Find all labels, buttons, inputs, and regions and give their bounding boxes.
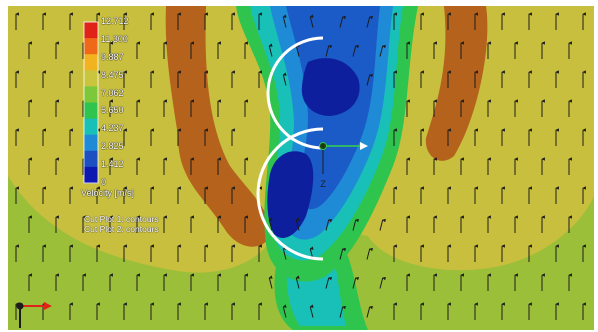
legend-color-swatch bbox=[84, 166, 98, 184]
velocity-arrow-icon bbox=[268, 275, 273, 289]
velocity-arrow-icon bbox=[366, 247, 373, 260]
velocity-arrow-icon bbox=[366, 73, 373, 86]
velocity-arrow-icon bbox=[379, 44, 386, 57]
velocity-contour-plot[interactable]: Z bbox=[8, 6, 594, 330]
upper-dark-core bbox=[301, 58, 360, 116]
cut-plot-1-label: Cut Plot 1: contours bbox=[84, 214, 159, 224]
z-axis-label: Z bbox=[320, 179, 326, 189]
velocity-arrow-icon bbox=[325, 276, 332, 289]
legend-value-label: 9.887 bbox=[101, 51, 124, 62]
velocity-arrow-icon bbox=[325, 44, 332, 57]
velocity-arrow-icon bbox=[295, 43, 300, 57]
velocity-arrow-icon bbox=[295, 217, 300, 231]
rotor-blade-icon[interactable] bbox=[266, 36, 324, 150]
velocity-arrow-icon bbox=[339, 305, 346, 318]
origin-marker-icon bbox=[319, 142, 327, 150]
velocity-arrow-icon bbox=[309, 14, 314, 28]
legend-color-swatch bbox=[84, 102, 98, 120]
velocity-arrow-icon bbox=[268, 43, 273, 57]
velocity-arrow-icon bbox=[309, 304, 314, 318]
velocity-arrow-icon bbox=[295, 275, 300, 289]
cut-plot-2-label: Cut Plot 2: contours bbox=[84, 224, 159, 234]
legend-value-label: 1.412 bbox=[101, 159, 124, 170]
legend-color-swatch bbox=[84, 22, 98, 39]
legend-value-label: 4.237 bbox=[101, 123, 124, 134]
velocity-arrow-icon bbox=[282, 246, 287, 260]
legend-value-label: 11.300 bbox=[101, 33, 128, 44]
legend-value-label: 7.062 bbox=[101, 87, 124, 98]
velocity-arrow-icon bbox=[379, 276, 386, 289]
velocity-arrow-icon bbox=[352, 44, 359, 57]
legend-color-swatch bbox=[84, 70, 98, 87]
velocity-arrow-icon bbox=[325, 218, 332, 231]
velocity-arrow-icon bbox=[282, 304, 287, 318]
velocity-vector-field bbox=[15, 12, 586, 320]
velocity-arrow-icon bbox=[339, 247, 346, 260]
lower-dark-core bbox=[267, 151, 314, 238]
velocity-arrow-icon bbox=[339, 15, 346, 28]
legend-value-label: 2.825 bbox=[101, 141, 124, 152]
velocity-arrow-icon bbox=[282, 14, 287, 28]
legend-color-swatch bbox=[84, 134, 98, 152]
axis-triad-icon bbox=[16, 302, 52, 328]
rotor-blade-icon[interactable] bbox=[256, 127, 324, 261]
legend-value-label: 0 bbox=[101, 177, 107, 187]
legend-color-swatch bbox=[84, 38, 98, 55]
velocity-arrow-icon bbox=[268, 217, 273, 231]
legend-color-swatch bbox=[84, 150, 98, 168]
legend-value-label: 12.712 bbox=[101, 16, 129, 26]
legend-color-swatch bbox=[84, 86, 98, 103]
legend-value-label: 8.475 bbox=[101, 69, 124, 80]
velocity-arrow-icon bbox=[366, 15, 373, 28]
right-vortex-region bbox=[425, 6, 488, 161]
left-vortex-region bbox=[165, 6, 271, 247]
velocity-legend-bar bbox=[83, 21, 99, 184]
velocity-arrow-icon bbox=[366, 305, 373, 318]
velocity-arrow-icon bbox=[352, 276, 359, 289]
legend-value-label: 5.650 bbox=[101, 105, 124, 116]
legend-title: Velocity [m/s] bbox=[81, 188, 135, 198]
axis-arrow-head bbox=[360, 142, 368, 150]
cfd-viewport[interactable]: Z 12.712 11.300 9.887 8.475 7.062 5.650 4.237 2… bbox=[8, 6, 594, 330]
velocity-arrow-icon bbox=[282, 72, 287, 86]
legend-color-swatch bbox=[84, 54, 98, 71]
velocity-arrow-icon bbox=[352, 218, 359, 231]
velocity-arrow-icon bbox=[379, 218, 386, 231]
legend-color-swatch bbox=[84, 118, 98, 136]
